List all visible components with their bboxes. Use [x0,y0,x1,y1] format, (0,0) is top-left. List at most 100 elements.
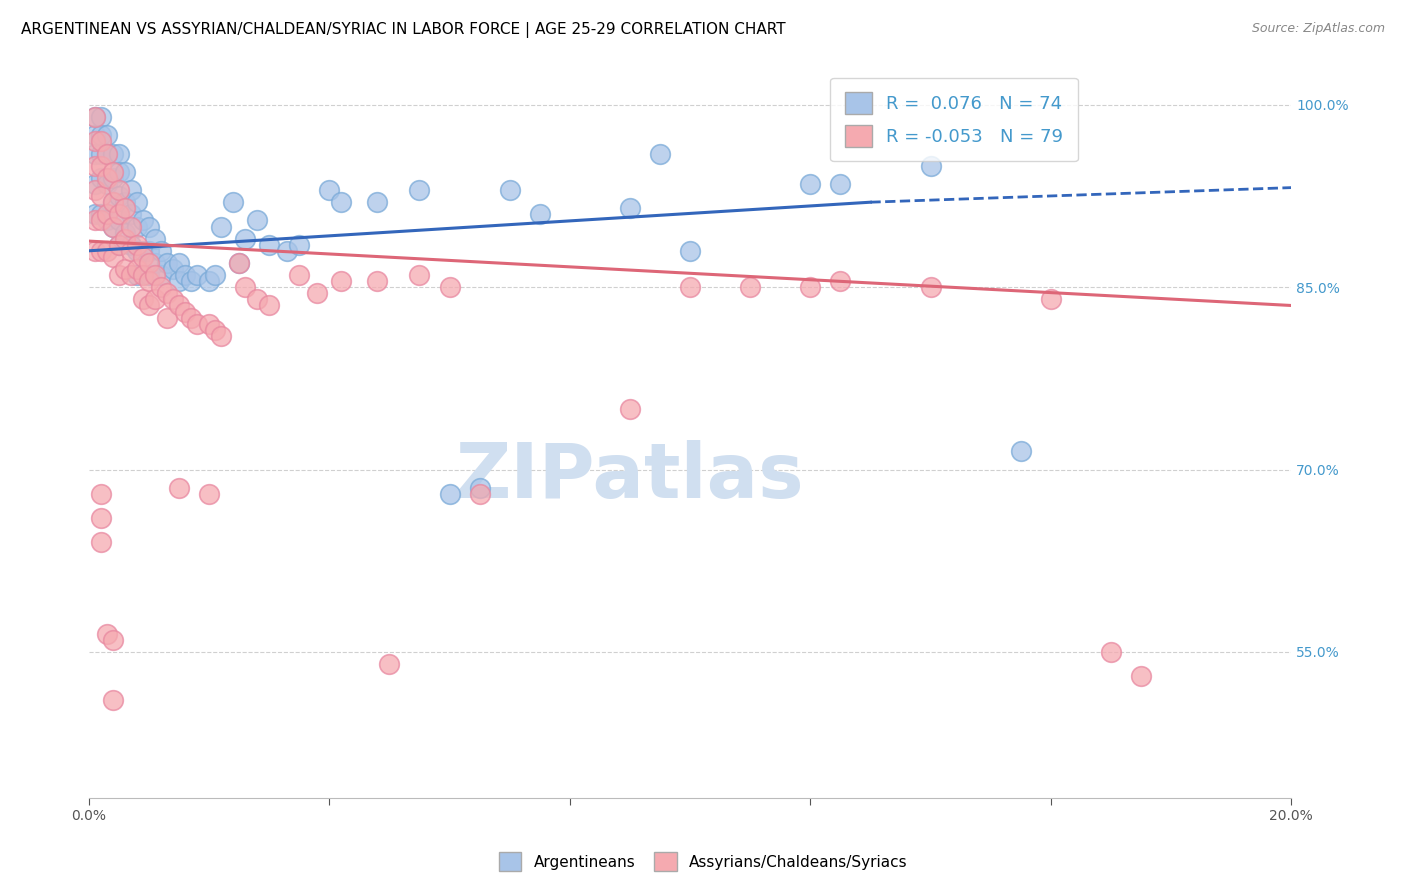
Point [101,693,124,707]
Point [233,232,256,246]
Point [257,298,280,312]
Point [90,146,112,161]
Point [1099,645,1122,659]
Point [149,268,172,282]
Point [114,226,136,240]
Point [307,286,329,301]
Point [132,293,155,307]
Point [125,268,148,282]
Point [83,213,105,227]
Point [114,165,136,179]
Point [125,195,148,210]
Point [132,250,155,264]
Point [90,487,112,501]
Point [101,195,124,210]
Point [96,170,118,185]
Point [740,280,762,294]
Point [619,401,641,416]
Point [101,146,124,161]
Point [209,329,232,343]
Point [120,207,142,221]
Point [408,268,430,282]
Point [120,268,142,282]
Point [90,213,112,227]
Point [408,183,430,197]
Point [90,170,112,185]
Point [96,244,118,258]
Point [186,268,208,282]
Point [132,268,155,282]
Point [125,244,148,258]
Point [120,237,142,252]
Point [107,165,129,179]
Point [276,244,298,258]
Legend: Argentineans, Assyrians/Chaldeans/Syriacs: Argentineans, Assyrians/Chaldeans/Syriac… [492,847,914,877]
Point [83,135,105,149]
Point [799,177,821,191]
Point [90,135,112,149]
Point [162,293,184,307]
Point [174,268,197,282]
Point [120,219,142,234]
Point [101,170,124,185]
Point [114,232,136,246]
Point [83,159,105,173]
Point [799,280,821,294]
Point [138,244,160,258]
Point [529,207,551,221]
Point [120,244,142,258]
Point [83,244,105,258]
Point [90,159,112,173]
Point [156,286,179,301]
Point [125,219,148,234]
Point [90,128,112,143]
Point [107,268,129,282]
Legend: R =  0.076   N = 74, R = -0.053   N = 79: R = 0.076 N = 74, R = -0.053 N = 79 [831,78,1078,161]
Point [132,244,155,258]
Point [101,632,124,647]
Point [468,481,491,495]
Point [162,262,184,277]
Point [366,274,388,288]
Point [167,256,190,270]
Point [107,146,129,161]
Point [180,274,202,288]
Point [114,262,136,277]
Point [330,274,353,288]
Point [90,207,112,221]
Point [257,237,280,252]
Point [138,298,160,312]
Point [648,146,671,161]
Point [96,128,118,143]
Point [101,219,124,234]
Point [125,262,148,277]
Point [83,207,105,221]
Point [138,219,160,234]
Point [156,256,179,270]
Point [920,280,942,294]
Point [96,146,118,161]
Point [90,244,112,258]
Point [498,183,520,197]
Point [149,280,172,294]
Point [222,195,245,210]
Point [114,195,136,210]
Point [138,274,160,288]
Point [246,293,269,307]
Point [143,232,166,246]
Point [246,213,269,227]
Point [96,626,118,640]
Point [318,183,340,197]
Point [114,201,136,215]
Point [288,268,311,282]
Point [330,195,353,210]
Point [198,487,221,501]
Point [198,317,221,331]
Point [138,256,160,270]
Point [167,481,190,495]
Point [174,304,197,318]
Point [96,207,118,221]
Text: ZIPatlas: ZIPatlas [456,440,804,514]
Point [90,189,112,203]
Point [101,165,124,179]
